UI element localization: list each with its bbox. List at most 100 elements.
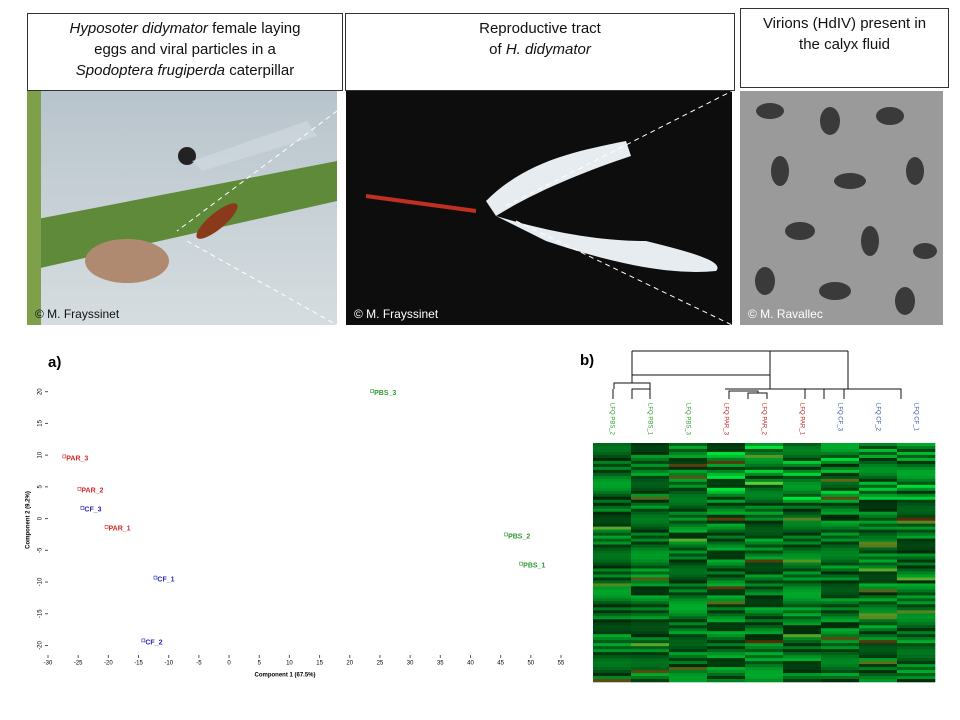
heatmap-cell	[745, 598, 784, 602]
heatmap-cell	[783, 655, 822, 659]
heatmap-cell	[593, 658, 632, 662]
heatmap-cell	[897, 490, 936, 495]
heatmap-cell	[859, 451, 898, 456]
heatmap-cell	[783, 490, 822, 495]
heatmap-cell	[669, 646, 708, 650]
heatmap-cell	[631, 616, 670, 620]
x-tick-label: -25	[74, 661, 83, 667]
heatmap-cell	[669, 553, 708, 557]
photo-credit: © M. Frayssinet	[35, 307, 120, 321]
heatmap-cell	[707, 469, 746, 474]
heatmap-cell	[593, 679, 632, 683]
x-tick-label: 55	[558, 661, 565, 667]
heatmap-cell	[631, 520, 670, 524]
heatmap-cell	[707, 571, 746, 575]
heatmap-cell	[897, 478, 936, 483]
heatmap-cell	[707, 637, 746, 641]
heatmap-cell	[593, 508, 632, 513]
heatmap-cell	[631, 556, 670, 560]
column-label: LFQ PAR_2	[760, 403, 766, 436]
heatmap-cell	[821, 457, 860, 462]
heatmap-cell	[821, 643, 860, 647]
heatmap-cell	[821, 523, 860, 527]
heatmap-cell	[783, 667, 822, 671]
heatmap-cell	[783, 679, 822, 683]
heatmap-cell	[707, 664, 746, 668]
heatmap-cell	[593, 514, 632, 518]
heatmap-cell	[897, 598, 936, 602]
heatmap-cell	[783, 664, 822, 668]
heatmap-cell	[669, 637, 708, 641]
heatmap-cell	[631, 541, 670, 545]
heatmap-cell	[783, 553, 822, 557]
heatmap-cell	[745, 676, 784, 680]
heatmap-cell	[745, 547, 784, 551]
heatmap-cell	[783, 532, 822, 536]
heatmap-cell	[631, 535, 670, 539]
y-tick-label: -5	[38, 547, 44, 553]
heatmap-cell	[859, 448, 898, 453]
heatmap-cell	[669, 523, 708, 527]
heatmap-cell	[707, 466, 746, 471]
heatmap-cell	[669, 541, 708, 545]
heatmap-cell	[783, 535, 822, 539]
heatmap-cell	[745, 520, 784, 524]
heatmap-cell	[783, 571, 822, 575]
heatmap-cell	[669, 613, 708, 617]
heatmap-cell	[707, 448, 746, 453]
heatmap-cell	[859, 526, 898, 530]
heatmap-cell	[745, 538, 784, 542]
heatmap-cell	[707, 457, 746, 462]
heatmap-cell	[897, 622, 936, 626]
heatmap-cell	[783, 454, 822, 459]
heatmap-cell	[707, 643, 746, 647]
heatmap-cell	[783, 577, 822, 581]
heatmap-cell	[707, 577, 746, 581]
heatmap-cell	[821, 658, 860, 662]
heatmap-cell	[593, 550, 632, 554]
heatmap-cell	[859, 565, 898, 569]
heatmap-cell	[745, 553, 784, 557]
heatmap-cell	[859, 610, 898, 614]
heatmap-cell	[897, 451, 936, 456]
heatmap-cell	[897, 658, 936, 662]
point	[141, 638, 146, 643]
heatmap-cell	[821, 505, 860, 510]
heatmap-cell	[631, 622, 670, 626]
heatmap-cell	[593, 472, 632, 477]
heatmap-cell	[859, 472, 898, 477]
heatmap-cell	[821, 676, 860, 680]
heatmap-cell	[783, 544, 822, 548]
heatmap-cell	[631, 529, 670, 533]
heatmap-cell	[593, 529, 632, 533]
heatmap-cell	[631, 466, 670, 471]
heatmap-cell	[745, 565, 784, 569]
heatmap-cell	[859, 475, 898, 480]
heatmap-cell	[897, 484, 936, 489]
heatmap-cell	[669, 628, 708, 632]
heatmap-cell	[821, 562, 860, 566]
heatmap-cell	[897, 646, 936, 650]
caption-text: female laying	[212, 20, 301, 37]
point	[519, 561, 523, 566]
heatmap-cell	[821, 622, 860, 626]
heatmap-cell	[707, 520, 746, 524]
heatmap-cell	[897, 460, 936, 465]
heatmap-cell	[631, 469, 670, 474]
heatmap-cell	[707, 652, 746, 656]
heatmap-cell	[631, 565, 670, 569]
heatmap-cell	[859, 535, 898, 539]
heatmap-cell	[821, 487, 860, 492]
heatmap-cell	[593, 547, 632, 551]
heatmap-cell	[745, 481, 784, 486]
heatmap-cell	[897, 454, 936, 459]
heatmap-cell	[631, 514, 670, 518]
heatmap-cell	[783, 646, 822, 650]
heatmap-cell	[593, 520, 632, 524]
heatmap-cell	[593, 625, 632, 629]
heatmap-cell	[783, 589, 822, 593]
heatmap-cell	[707, 505, 746, 510]
heatmap-cell	[707, 487, 746, 492]
heatmap-cell	[783, 640, 822, 644]
heatmap-cell	[593, 670, 632, 674]
